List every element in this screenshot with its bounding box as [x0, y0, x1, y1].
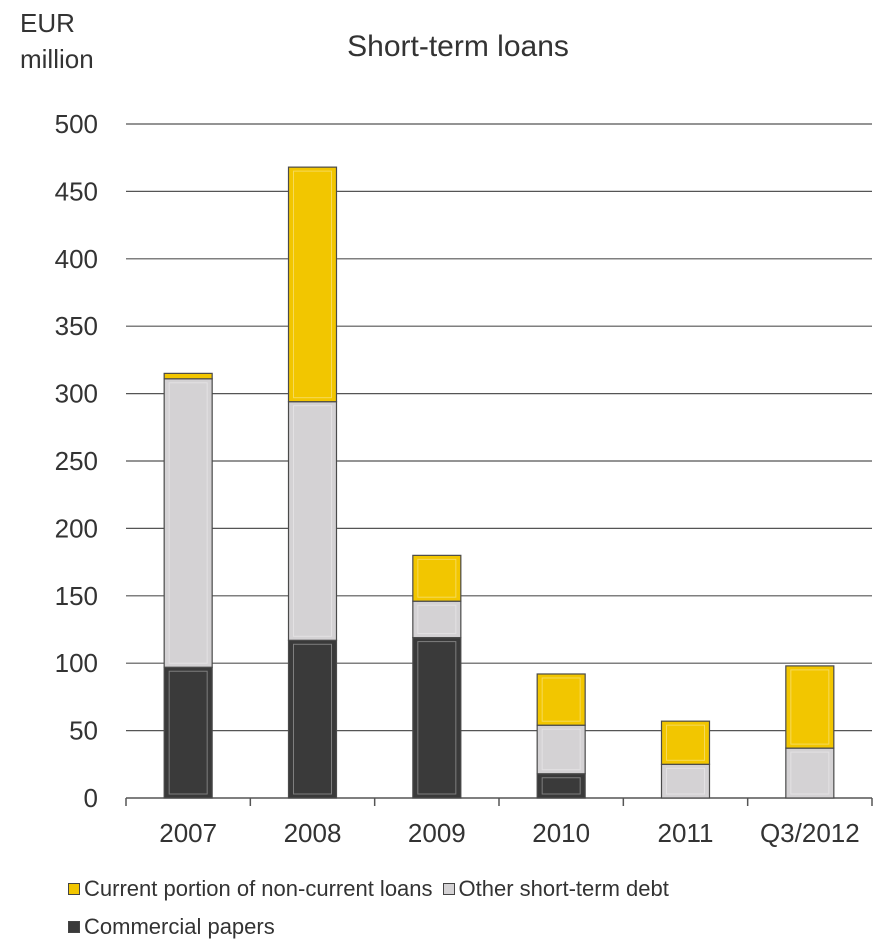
bar-segment	[536, 673, 586, 726]
bar-segment-bevel	[168, 670, 208, 795]
bar-segment-fill	[163, 372, 213, 380]
bar-segment-fill	[412, 636, 462, 799]
bar-segment-bevel	[293, 643, 332, 795]
bar-segment	[163, 378, 213, 668]
bar-segment-bevel	[417, 604, 457, 635]
legend-item: Commercial papers	[68, 914, 275, 940]
x-tick-label: 2010	[532, 818, 590, 848]
bar-segment-bevel	[293, 170, 332, 399]
bar-segment-bevel	[790, 669, 830, 745]
bar-segment-fill	[536, 673, 586, 726]
y-tick-label: 350	[55, 311, 98, 341]
legend-item: Current portion of non-current loans	[68, 876, 433, 902]
bar-segment-fill	[412, 600, 462, 639]
bar-segment-fill	[163, 378, 213, 668]
bar-segment	[412, 554, 462, 602]
bar-segment	[163, 666, 213, 799]
chart-title: Short-term loans	[347, 30, 569, 63]
bar-segment-bevel	[666, 767, 705, 795]
y-tick-label: 0	[84, 783, 98, 813]
x-tick-label: 2008	[284, 818, 342, 848]
bar-segment-fill	[660, 720, 711, 765]
y-axis-label-line-2: million	[20, 44, 94, 74]
bar-segment	[536, 773, 586, 799]
x-tick-label: Q3/2012	[760, 818, 860, 848]
y-tick-label: 100	[55, 648, 98, 678]
x-tick-label: 2007	[159, 818, 217, 848]
y-tick-label: 300	[55, 379, 98, 409]
bar-segment	[536, 724, 586, 775]
y-tick-label: 50	[69, 716, 98, 746]
bar-segment	[412, 636, 462, 799]
legend-swatch	[442, 883, 455, 895]
bar-segment-fill	[163, 666, 213, 799]
bar-segment-bevel	[790, 751, 830, 795]
gridlines	[126, 123, 872, 732]
bar-segment-bevel	[541, 677, 581, 722]
bar-segment-fill	[536, 724, 586, 775]
bar-segment-bevel	[666, 724, 705, 761]
bar-segment	[785, 747, 835, 799]
bar-segment	[412, 600, 462, 639]
chart-canvas: 0 50 100 150 200 250 300 350 400 450 500 2007 2008 20…	[20, 8, 873, 848]
bar-segment-bevel	[417, 641, 457, 795]
y-tick-label: 500	[55, 109, 98, 139]
bar-segment-bevel	[541, 728, 581, 771]
legend-row: Commercial papers	[68, 908, 868, 946]
y-axis-label-line-1: EUR	[20, 8, 75, 38]
bar-segment-fill	[287, 166, 338, 403]
legend: Current portion of non-current loans Othe…	[68, 870, 868, 946]
y-tick-label: 450	[55, 176, 98, 206]
legend-swatch	[68, 921, 80, 933]
bars	[163, 166, 835, 799]
bar-segment	[287, 401, 338, 641]
bar-segment	[660, 763, 711, 799]
legend-label: Other short-term debt	[458, 876, 669, 901]
bar-segment-bevel	[417, 558, 457, 598]
bar-segment	[163, 372, 213, 380]
y-tick-label: 150	[55, 581, 98, 611]
bar-segment-bevel	[541, 777, 581, 795]
bar-segment	[660, 720, 711, 765]
legend-label: Current portion of non-current loans	[84, 876, 433, 901]
bar-segment-fill	[660, 763, 711, 799]
bar-segment-fill	[785, 665, 835, 749]
bar-segment-bevel	[293, 405, 332, 637]
axes: 0 50 100 150 200 250 300 350 400 450 500 2007 2008 20…	[55, 109, 873, 848]
bar-segment-fill	[287, 639, 338, 799]
legend-row: Current portion of non-current loans Othe…	[68, 870, 868, 908]
y-tick-label: 250	[55, 446, 98, 476]
legend-swatch	[68, 883, 80, 895]
x-tick-label: 2009	[408, 818, 466, 848]
bar-segment-bevel	[168, 382, 208, 664]
bar-segment-fill	[785, 747, 835, 799]
bar-segment-fill	[287, 401, 338, 641]
y-tick-label: 200	[55, 513, 98, 543]
y-tick-label: 400	[55, 244, 98, 274]
x-tick-label: 2011	[658, 818, 714, 848]
legend-item: Other short-term debt	[442, 876, 669, 902]
bar-segment-fill	[536, 773, 586, 799]
bar-segment-fill	[412, 554, 462, 602]
bar-segment	[287, 166, 338, 403]
bar-segment	[785, 665, 835, 749]
bar-segment	[287, 639, 338, 799]
legend-label: Commercial papers	[84, 914, 275, 939]
